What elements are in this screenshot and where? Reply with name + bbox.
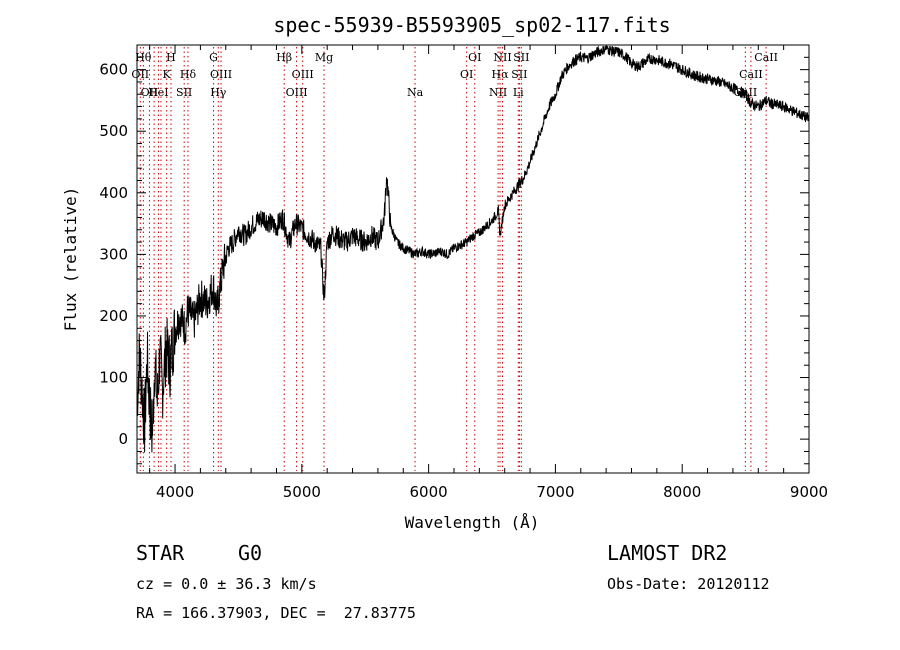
- y-tick-label-200: 200: [99, 307, 128, 325]
- marker-label-4: HeI: [148, 86, 168, 99]
- object-class: STAR: [136, 541, 185, 565]
- axes: 4000 5000 6000 7000 8000 9000 0 100 200 300 400 500…: [99, 44, 828, 501]
- redshift: cz = 0.0 ± 36.3 km/s: [136, 575, 317, 593]
- marker-label-23: Li: [513, 86, 524, 99]
- marker-label-17: Na: [407, 86, 424, 99]
- marker-label-13: Hβ: [276, 51, 292, 64]
- y-axis-label: Flux (relative): [61, 187, 80, 332]
- marker-label-10: G: [209, 51, 218, 64]
- marker-label-24: SII: [511, 68, 527, 81]
- marker-label-7: H: [166, 51, 176, 64]
- y-tick-label-500: 500: [99, 122, 128, 140]
- x-axis-label: Wavelength (Å): [405, 513, 540, 532]
- x-tick-label-5000: 5000: [283, 483, 321, 501]
- marker-label-20: NII: [489, 86, 507, 99]
- spectrum-line: [136, 45, 810, 453]
- spectrum-series: [136, 45, 810, 453]
- x-tick-label-6000: 6000: [410, 483, 448, 501]
- y-tick-label-600: 600: [99, 61, 128, 79]
- marker-label-1: Hθ: [135, 51, 152, 64]
- obs-date: Obs-Date: 20120112: [607, 575, 770, 593]
- marker-label-9: Hδ: [180, 68, 197, 81]
- y-tick-label-0: 0: [118, 430, 128, 448]
- y-tick-label-400: 400: [99, 184, 128, 202]
- x-tick-label-4000: 4000: [156, 483, 194, 501]
- marker-label-11: Hγ: [210, 86, 227, 99]
- x-tick-label-9000: 9000: [790, 483, 828, 501]
- marker-label-8: SII: [176, 86, 192, 99]
- subclass: G0: [238, 541, 263, 565]
- y-tick-label-100: 100: [99, 369, 128, 387]
- marker-label-25: SII: [513, 51, 529, 64]
- marker-label-6: K: [163, 68, 172, 81]
- marker-label-15: OIII: [292, 68, 314, 81]
- marker-label-18: OI: [460, 68, 473, 81]
- x-tick-label-7000: 7000: [536, 483, 574, 501]
- plot-frame: [136, 44, 810, 474]
- x-tick-label-8000: 8000: [663, 483, 701, 501]
- marker-label-16: Mg: [315, 51, 333, 64]
- marker-label-28: CaII: [754, 51, 778, 64]
- marker-label-0: OII: [131, 68, 149, 81]
- y-tick-label-300: 300: [99, 245, 128, 263]
- marker-label-12: OIII: [210, 68, 232, 81]
- spectral-line-markers: OIIHθOIIHeIKHSIIHδGHγOIIIHβOIIIOIIIMgNaO…: [131, 47, 778, 471]
- marker-label-2: OII: [141, 86, 159, 99]
- marker-label-14: OIII: [286, 86, 308, 99]
- survey-name: LAMOST DR2: [607, 541, 728, 565]
- marker-label-27: CaII: [739, 68, 763, 81]
- marker-label-21: Hα: [491, 68, 509, 81]
- coordinates: RA = 166.37903, DEC = 27.83775: [136, 604, 416, 622]
- chart-title: spec-55939-B5593905_sp02-117.fits: [273, 13, 670, 37]
- marker-label-19: OI: [468, 51, 481, 64]
- marker-label-22: NII: [493, 51, 511, 64]
